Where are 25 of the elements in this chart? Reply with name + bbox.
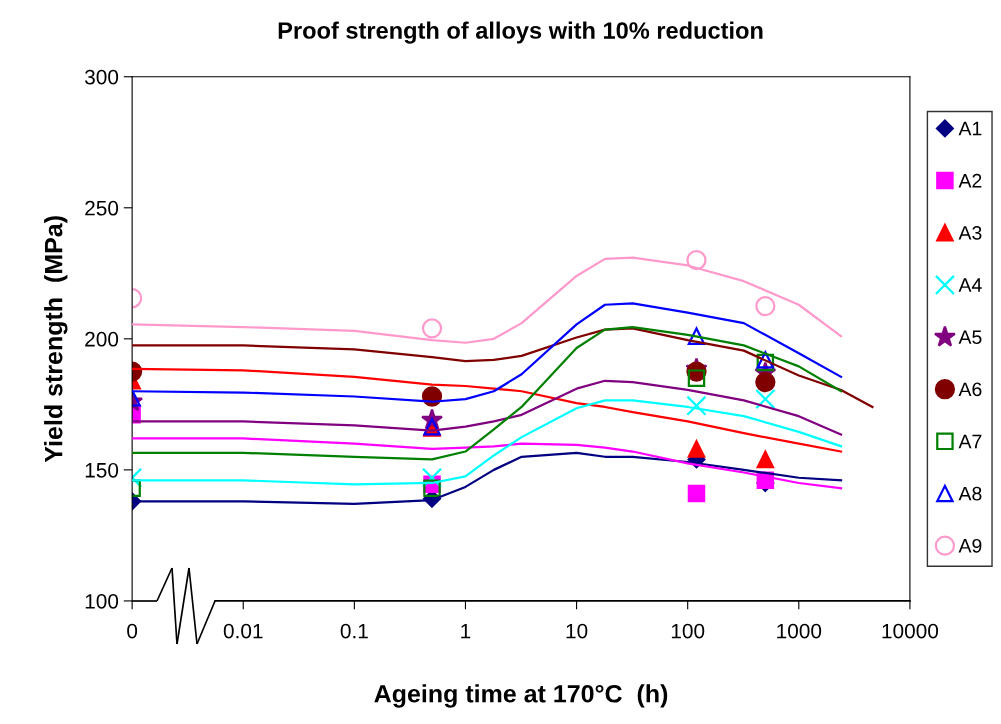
legend-label: A3 xyxy=(958,225,982,240)
legend-label: A1 xyxy=(958,121,982,136)
legend-label: A8 xyxy=(958,486,982,501)
y-tick-label: 300 xyxy=(84,69,119,85)
x-tick-label: 10 xyxy=(566,623,588,639)
x-tick-label: 1 xyxy=(461,623,471,639)
y-tick-label: 200 xyxy=(85,331,119,347)
x-axis-title: Ageing time at 170°C (h) xyxy=(374,684,668,708)
legend-label: A6 xyxy=(958,382,982,397)
y-axis-title: Yield strength (MPa) xyxy=(44,216,68,463)
legend-label: A9 xyxy=(958,538,982,553)
y-tick-label: 100 xyxy=(85,593,119,609)
legend-label: A5 xyxy=(958,330,982,345)
legend-label: A4 xyxy=(958,278,982,292)
x-tick-label: 100 xyxy=(671,623,705,639)
y-tick-label: 150 xyxy=(85,462,119,478)
x-tick-label: 10000 xyxy=(882,623,939,639)
x-tick-label: 0.1 xyxy=(340,623,368,639)
x-tick-label: 1000 xyxy=(777,623,822,639)
chart-title: Proof strength of alloys with 10% reduction xyxy=(278,21,763,44)
y-tick-label: 250 xyxy=(85,200,119,216)
x-tick-label: 0 xyxy=(127,623,138,639)
x-tick-label: 0.01 xyxy=(223,623,263,639)
legend-label: A2 xyxy=(958,173,982,188)
legend-label: A7 xyxy=(958,434,982,449)
